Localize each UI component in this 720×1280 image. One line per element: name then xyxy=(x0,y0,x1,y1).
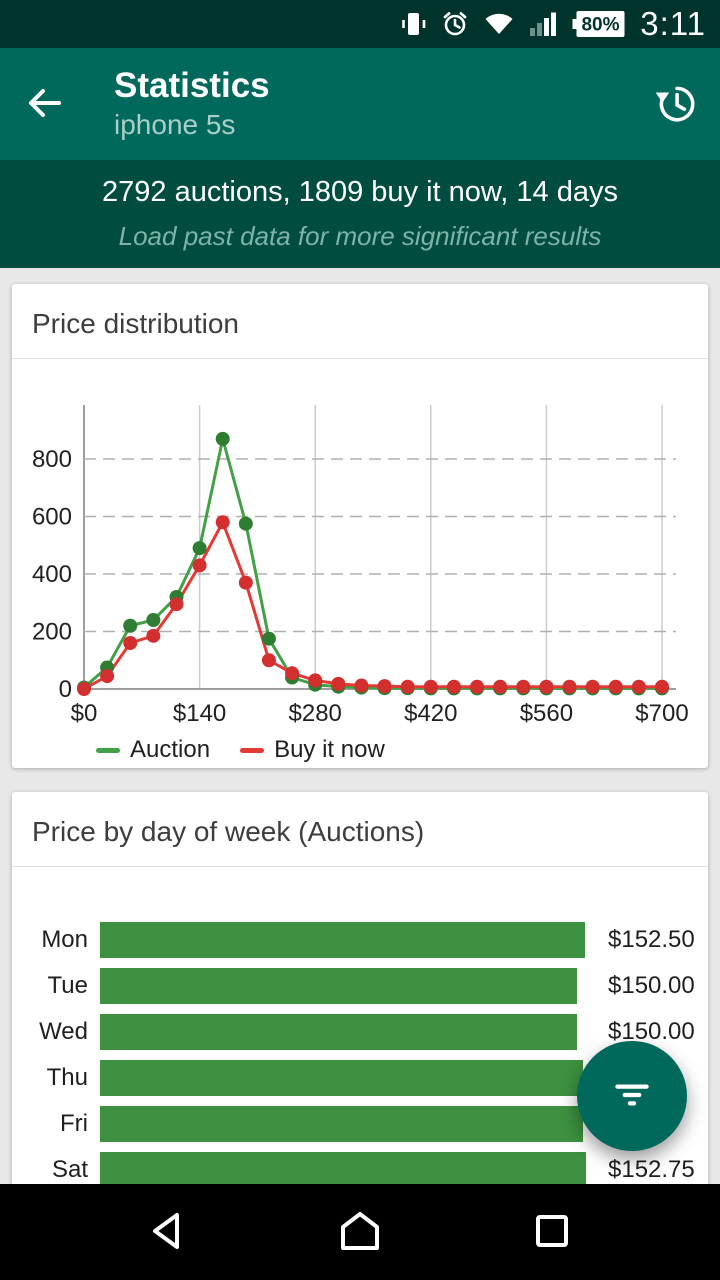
legend-label: Buy it now xyxy=(274,736,385,763)
legend-item-auction: Auction xyxy=(96,736,210,764)
card-title: Price by day of week (Auctions) xyxy=(12,792,708,867)
bar-value: $152.50 xyxy=(608,926,695,953)
price-distribution-chart: $0 $140 $280 $420 $560 $700 0 200 400 600 800 xyxy=(32,405,689,727)
bar-track xyxy=(100,1152,596,1188)
day-of-week-card: Price by day of week (Auctions) Mon $152.… xyxy=(12,792,708,1253)
svg-text:$0: $0 xyxy=(71,700,98,727)
nav-home-button[interactable] xyxy=(337,1208,383,1257)
day-label: Sat xyxy=(51,1156,88,1183)
svg-text:600: 600 xyxy=(32,504,72,531)
bar-track xyxy=(100,1106,596,1142)
bar xyxy=(100,922,585,958)
history-icon xyxy=(652,80,698,129)
bar-row: Sat $152.75 xyxy=(12,1147,708,1193)
day-label: Wed xyxy=(39,1018,88,1045)
svg-text:$280: $280 xyxy=(289,700,342,727)
back-arrow-icon xyxy=(22,81,66,128)
bar-row: Wed $150.00 xyxy=(12,1009,708,1055)
bar-row: Tue $150.00 xyxy=(12,963,708,1009)
nav-back-button[interactable] xyxy=(146,1208,192,1257)
legend-item-buy-it-now: Buy it now xyxy=(240,736,385,764)
day-label: Thu xyxy=(46,1064,88,1091)
filter-fab-button[interactable] xyxy=(577,1041,687,1151)
page-title: Statistics xyxy=(114,66,270,106)
day-label: Fri xyxy=(60,1110,88,1137)
history-button[interactable] xyxy=(652,80,698,129)
legend-label: Auction xyxy=(130,736,211,763)
day-label: Tue xyxy=(47,972,88,999)
bar xyxy=(100,1014,577,1050)
battery-icon: 80% xyxy=(572,9,626,39)
svg-text:800: 800 xyxy=(32,446,72,473)
bar-value: $150.00 xyxy=(608,1018,695,1045)
alarm-icon xyxy=(441,10,469,38)
clock-text: 3:11 xyxy=(640,5,706,42)
buy-now-legend-marker-icon xyxy=(240,747,265,753)
bar-value: $152.75 xyxy=(608,1156,695,1183)
bar-track xyxy=(100,968,596,1004)
bar xyxy=(100,1060,584,1096)
bar xyxy=(100,1106,584,1142)
summary-stats: 2792 auctions, 1809 buy it now, 14 days xyxy=(102,176,618,208)
chart-legend: Auction Buy it now xyxy=(96,736,708,768)
battery-percent-text: 80% xyxy=(582,15,620,36)
filter-icon xyxy=(609,1072,655,1121)
bar-track xyxy=(100,1060,596,1096)
summary-banner: 2792 auctions, 1809 buy it now, 14 days … xyxy=(0,160,720,268)
wifi-icon xyxy=(483,11,515,37)
bar-row: Fri xyxy=(12,1101,708,1147)
bar-value: $150.00 xyxy=(608,972,695,999)
auction-legend-marker-icon xyxy=(96,747,120,753)
bar-track xyxy=(100,922,596,958)
back-triangle-icon xyxy=(146,1208,192,1257)
status-bar: 80% 3:11 xyxy=(0,0,720,48)
summary-hint: Load past data for more significant resu… xyxy=(118,221,602,251)
bar xyxy=(100,1152,586,1188)
svg-text:0: 0 xyxy=(59,676,72,703)
bar xyxy=(100,968,577,1004)
bar-row: Mon $152.50 xyxy=(12,917,708,963)
navigation-bar xyxy=(0,1184,720,1280)
recents-square-icon xyxy=(529,1208,575,1257)
day-of-week-rows: Mon $152.50 Tue $150.00 Wed $150.00 Thu Fri Sat $… xyxy=(12,867,708,1253)
day-label: Mon xyxy=(41,926,88,953)
vibrate-icon xyxy=(399,10,427,38)
svg-text:$700: $700 xyxy=(635,700,688,727)
home-icon xyxy=(337,1208,383,1257)
svg-text:400: 400 xyxy=(32,561,72,588)
page-subtitle: iphone 5s xyxy=(114,108,236,140)
back-button[interactable] xyxy=(22,81,66,128)
card-title: Price distribution xyxy=(12,284,708,359)
app-titles: Statistics iphone 5s xyxy=(114,67,652,140)
svg-text:$560: $560 xyxy=(520,700,573,727)
bar-track xyxy=(100,1014,596,1050)
nav-recents-button[interactable] xyxy=(529,1208,575,1257)
signal-icon xyxy=(529,10,558,38)
price-distribution-card: Price distribution $0 $140 $280 $420 $560 $70… xyxy=(12,284,708,768)
svg-text:$140: $140 xyxy=(173,700,226,727)
svg-text:$420: $420 xyxy=(404,700,457,727)
bar-row: Thu xyxy=(12,1055,708,1101)
app-bar: Statistics iphone 5s xyxy=(0,48,720,160)
svg-text:200: 200 xyxy=(32,619,72,646)
